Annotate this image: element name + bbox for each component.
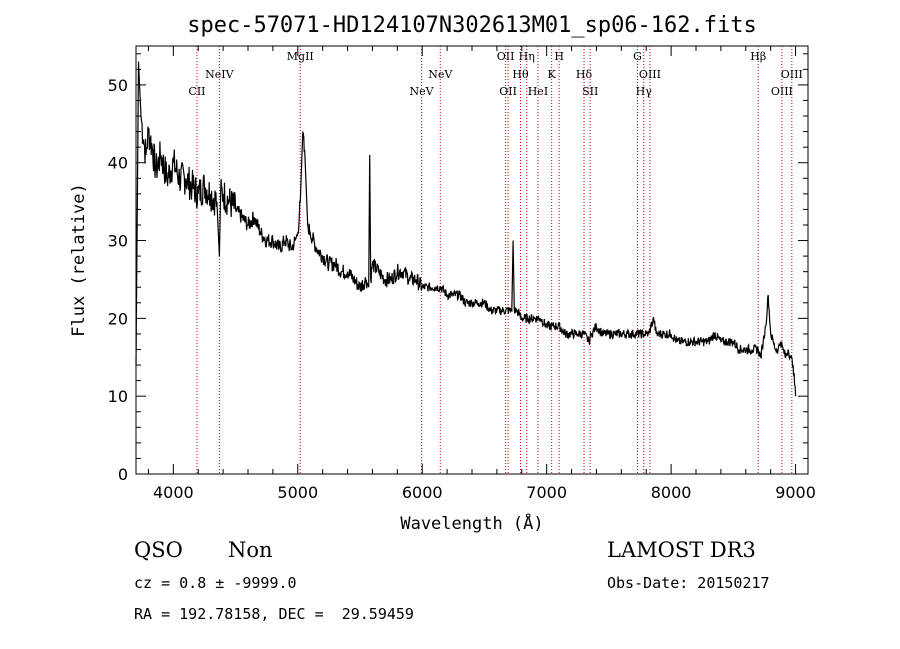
x-tick-label-0: 4000 <box>153 483 194 502</box>
y-axis-label: Flux (relative) <box>69 183 89 337</box>
y-tick-label-2: 20 <box>108 309 128 328</box>
axis-ticks: 4000 5000 6000 7000 8000 9000 0 10 20 30 40 50 <box>108 46 816 502</box>
object-subclass: Non <box>228 538 273 562</box>
marker-label-3: NeV <box>410 85 435 98</box>
marker-label-16: OIII <box>639 68 661 81</box>
marker-label-6: OII <box>499 85 517 98</box>
y-tick-label-4: 40 <box>108 154 128 173</box>
marker-label-10: K <box>548 68 557 81</box>
x-axis-label: Wavelength (Å) <box>400 512 543 534</box>
marker-label-0: CII <box>188 85 205 98</box>
flux-series-line <box>135 61 797 397</box>
marker-label-18: OIII <box>771 85 793 98</box>
x-tick-label-5: 9000 <box>775 483 816 502</box>
plot-frame <box>135 45 809 475</box>
object-class: QSO <box>134 538 183 562</box>
marker-label-8: Hη <box>519 50 535 63</box>
marker-label-13: SII <box>582 85 598 98</box>
x-tick-label-3: 7000 <box>526 483 567 502</box>
y-tick-label-0: 0 <box>118 465 128 484</box>
marker-label-17: Hβ <box>750 50 766 63</box>
x-tick-label-4: 8000 <box>651 483 692 502</box>
observation-date: Obs-Date: 20150217 <box>607 574 770 592</box>
marker-label-15: Hγ <box>636 85 653 98</box>
marker-label-7: Hθ <box>512 68 529 81</box>
survey-name: LAMOST DR3 <box>607 538 756 562</box>
marker-label-19: OIII <box>781 68 803 81</box>
coordinates-readout: RA = 192.78158, DEC = 29.59459 <box>134 605 414 623</box>
marker-label-2: MgII <box>287 50 314 63</box>
marker-label-1: NeIV <box>205 68 234 81</box>
spectral-line-markers <box>196 46 793 474</box>
redshift-readout: cz = 0.8 ± -9999.0 <box>134 574 297 592</box>
marker-label-9: HeI <box>528 85 548 98</box>
y-tick-label-3: 30 <box>108 232 128 251</box>
marker-label-5: OII <box>497 50 515 63</box>
marker-label-11: H <box>554 50 564 63</box>
x-tick-label-1: 5000 <box>277 483 318 502</box>
y-tick-label-5: 50 <box>108 76 128 95</box>
y-tick-label-1: 10 <box>108 387 128 406</box>
x-tick-label-2: 6000 <box>402 483 443 502</box>
marker-label-12: Hδ <box>576 68 593 81</box>
chart-title: spec-57071-HD124107N302613M01_sp06-162.f… <box>187 13 757 38</box>
marker-label-4: NeV <box>428 68 453 81</box>
marker-label-14: G <box>633 50 642 63</box>
